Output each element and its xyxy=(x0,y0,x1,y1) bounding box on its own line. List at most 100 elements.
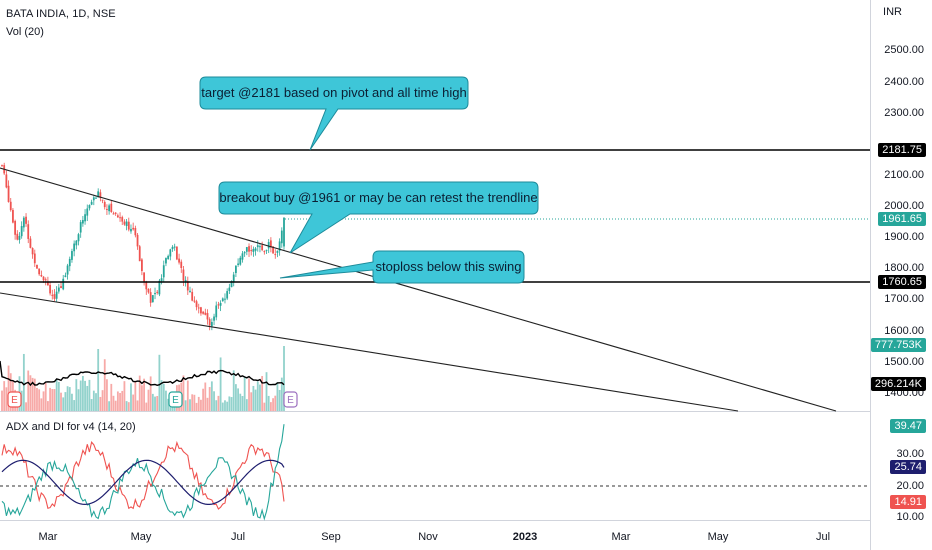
time-tick: Sep xyxy=(321,531,341,543)
candle xyxy=(51,289,54,300)
candle xyxy=(245,246,248,256)
volume-bar xyxy=(224,400,226,411)
candle xyxy=(134,225,137,238)
candle xyxy=(217,301,220,309)
volume-bar xyxy=(197,396,200,411)
volume-bar xyxy=(259,384,261,411)
candle-body xyxy=(254,248,257,251)
candle xyxy=(33,249,36,267)
price-tick: 1500.00 xyxy=(884,356,924,368)
candle-body xyxy=(53,294,56,299)
candle-body xyxy=(14,220,17,235)
volume-bar xyxy=(136,400,139,411)
time-tick-year: 2023 xyxy=(512,531,538,543)
breakout-callout[interactable] xyxy=(218,181,539,254)
candle xyxy=(132,222,135,231)
candle xyxy=(147,288,150,294)
candle-body xyxy=(175,246,178,260)
candle-body xyxy=(149,292,152,303)
candle xyxy=(210,318,213,331)
candle-body xyxy=(156,291,159,293)
candle xyxy=(106,204,108,215)
candle xyxy=(169,248,172,261)
candle-body xyxy=(221,298,224,302)
candle-body xyxy=(210,321,213,327)
candle-body xyxy=(123,221,126,225)
volume-bar xyxy=(25,402,27,411)
candle-body xyxy=(283,217,285,247)
volume-bar xyxy=(29,375,32,411)
volume-bar xyxy=(145,402,148,411)
volume-bar xyxy=(200,399,202,411)
stoploss-callout[interactable] xyxy=(279,250,525,284)
candle xyxy=(90,199,93,206)
volume-bar xyxy=(49,387,51,411)
volume-bar xyxy=(250,392,253,411)
candle-body xyxy=(169,249,172,257)
candle xyxy=(235,265,237,278)
volume-bar xyxy=(237,388,239,411)
volume-bar xyxy=(123,381,126,411)
candle xyxy=(195,299,198,311)
volume-bar xyxy=(95,393,97,411)
candle-body xyxy=(280,230,283,244)
candle xyxy=(248,243,250,258)
candle xyxy=(66,263,69,280)
candle xyxy=(29,236,32,249)
adx-tag: 25.74 xyxy=(890,460,926,474)
candle-body xyxy=(92,197,95,201)
earnings-marker-3[interactable]: E xyxy=(283,391,298,408)
volume-bar xyxy=(132,394,135,411)
earnings-marker-2[interactable]: E xyxy=(168,391,183,408)
volume-bars xyxy=(1,346,285,411)
candle-body xyxy=(228,287,231,291)
volume-bar xyxy=(110,383,113,411)
volume-bar xyxy=(156,396,159,411)
candle xyxy=(162,260,165,282)
adx-line xyxy=(1,459,285,506)
candle-body xyxy=(134,228,137,236)
volume-bar xyxy=(40,398,43,411)
volume-bar xyxy=(44,382,47,411)
candle-body xyxy=(235,265,237,274)
volume-bar xyxy=(101,390,104,411)
indicator-tick: 30.00 xyxy=(896,448,924,460)
volume-bar xyxy=(254,389,257,411)
volume-bar xyxy=(280,377,283,411)
candle xyxy=(208,317,211,331)
volume-bar xyxy=(7,365,10,411)
lower-trendline[interactable] xyxy=(0,292,739,412)
earnings-marker-1[interactable]: E xyxy=(7,391,22,408)
volume-bar xyxy=(265,372,268,411)
candle-body xyxy=(16,233,19,240)
candle xyxy=(204,308,207,316)
candle-body xyxy=(86,208,89,216)
candle-body xyxy=(64,275,67,278)
target-price-tag: 2181.75 xyxy=(878,143,926,157)
volume-bar xyxy=(208,387,211,411)
volume-bar xyxy=(22,353,25,411)
candle xyxy=(79,219,82,238)
time-tick: Nov xyxy=(418,531,438,543)
volume-bar xyxy=(42,391,45,411)
volume-bar xyxy=(195,402,198,411)
volume-bar xyxy=(267,395,270,411)
candle xyxy=(186,276,189,295)
candle-body xyxy=(81,220,84,224)
upper-trendline[interactable] xyxy=(0,167,837,412)
candle-body xyxy=(138,246,141,262)
volume-bar xyxy=(239,393,242,411)
target-callout-text: target @2181 based on pivot and all time… xyxy=(201,85,467,100)
candle-body xyxy=(12,209,14,223)
candle-body xyxy=(224,298,226,300)
candle-body xyxy=(127,221,130,230)
candle xyxy=(191,288,194,302)
volume-bar xyxy=(71,393,73,411)
volume-bar xyxy=(184,400,187,411)
candle xyxy=(269,237,272,253)
candle xyxy=(173,243,176,251)
target-callout[interactable] xyxy=(199,76,469,151)
candle xyxy=(221,297,224,302)
